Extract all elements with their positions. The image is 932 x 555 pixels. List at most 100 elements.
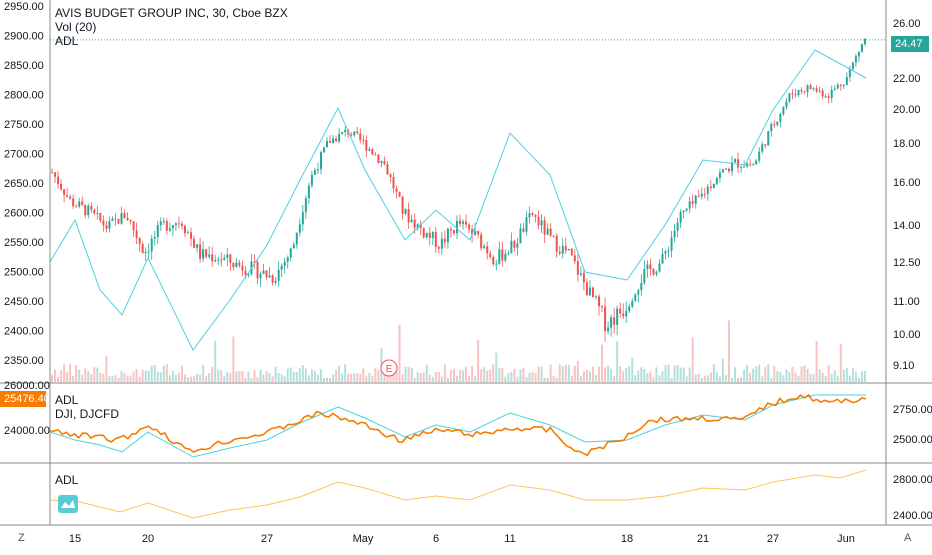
- candle-body: [610, 317, 613, 328]
- candle-body: [598, 296, 601, 307]
- candle-body: [812, 88, 815, 90]
- panel3-adl-line: [49, 469, 867, 519]
- candle-body: [818, 90, 821, 92]
- volume-bar: [567, 364, 570, 382]
- volume-bar: [440, 376, 443, 382]
- volume-bar: [310, 369, 313, 382]
- candle-body: [573, 255, 576, 262]
- volume-bar: [546, 377, 549, 382]
- volume-legend: Vol (20): [55, 20, 97, 34]
- candle-body: [422, 228, 425, 238]
- candle-body: [232, 262, 235, 268]
- candle-body: [576, 261, 579, 275]
- zoom-button[interactable]: Z: [18, 532, 25, 544]
- candle-body: [537, 216, 540, 226]
- candle-body: [380, 160, 383, 163]
- candle-body: [507, 253, 510, 255]
- panel-settings-icon[interactable]: [58, 495, 78, 513]
- candle-body: [183, 225, 186, 234]
- left-axis-tick-label: 2850.00: [4, 60, 44, 72]
- volume-bar: [667, 364, 670, 382]
- candle-body: [316, 169, 319, 171]
- candle-body: [863, 38, 866, 45]
- candle-body: [147, 251, 150, 253]
- volume-bar: [413, 377, 416, 382]
- candle-body: [688, 201, 691, 209]
- candle-body: [238, 262, 241, 266]
- adl-line: [49, 49, 867, 351]
- volume-bar: [528, 372, 531, 382]
- candle-body: [749, 163, 752, 165]
- left-axis-tick-label: 2350.00: [4, 355, 44, 367]
- right-axis-tick-label: 11.00: [893, 296, 920, 308]
- candle-body: [604, 306, 607, 332]
- candle-body: [419, 224, 422, 229]
- panel2-legend: ADL DJI, DJCFD: [55, 393, 119, 421]
- volume-bar: [81, 374, 84, 382]
- volume-bar: [785, 369, 788, 382]
- candle-body: [607, 327, 610, 332]
- candle-body: [253, 261, 256, 263]
- candle-body: [691, 201, 694, 204]
- candle-body: [767, 131, 770, 146]
- candle-body: [60, 183, 63, 190]
- candle-body: [338, 133, 341, 142]
- volume-bar: [183, 374, 186, 382]
- candle-body: [679, 212, 682, 223]
- candle-body: [353, 131, 356, 136]
- candle-body: [737, 159, 740, 168]
- volume-bar: [141, 369, 144, 382]
- candle-body: [356, 131, 359, 134]
- candle-body: [631, 301, 634, 307]
- volume-bar: [425, 364, 428, 382]
- candle-body: [168, 228, 171, 231]
- volume-bar: [697, 373, 700, 382]
- volume-bar: [727, 320, 730, 382]
- volume-bar: [401, 374, 404, 382]
- candle-body: [706, 186, 709, 194]
- candle-body: [468, 224, 471, 230]
- candle-body: [256, 261, 259, 279]
- candle-body: [455, 220, 458, 234]
- candle-body: [613, 317, 616, 325]
- candle-body: [268, 275, 271, 278]
- auto-scale-button[interactable]: A: [904, 532, 912, 544]
- volume-bar: [773, 365, 776, 382]
- volume-bar: [262, 374, 265, 382]
- volume-bar: [437, 372, 440, 382]
- volume-bar: [579, 375, 582, 382]
- candle-body: [721, 169, 724, 173]
- candle-body: [555, 236, 558, 252]
- volume-bar: [601, 344, 604, 382]
- candle-body: [827, 96, 830, 98]
- candle-body: [480, 234, 483, 249]
- volume-bar: [105, 356, 108, 382]
- volume-bar: [326, 377, 329, 382]
- left-axis-tick-label: 2600.00: [4, 208, 44, 220]
- right-axis-tick-label: 14.00: [893, 220, 921, 232]
- candle-body: [196, 244, 199, 248]
- volume-bar: [162, 365, 165, 382]
- candle-body: [323, 147, 325, 153]
- volume-bar: [731, 377, 733, 382]
- candle-body: [579, 273, 582, 275]
- earnings-event-label: E: [386, 364, 393, 375]
- volume-bar: [268, 373, 271, 382]
- volume-bar: [313, 370, 316, 382]
- volume-bar: [561, 366, 564, 382]
- volume-bar: [220, 370, 223, 382]
- candle-body: [313, 170, 316, 175]
- volume-bar: [431, 377, 434, 382]
- volume-bar: [830, 374, 833, 382]
- candle-body: [211, 254, 214, 262]
- candle-body: [96, 212, 99, 214]
- volume-bar: [223, 376, 226, 382]
- volume-bar: [489, 369, 492, 382]
- volume-bar: [377, 369, 380, 382]
- candle-body: [229, 254, 232, 263]
- volume-bar: [477, 339, 480, 382]
- volume-bar: [688, 367, 691, 382]
- volume-bar: [250, 377, 253, 382]
